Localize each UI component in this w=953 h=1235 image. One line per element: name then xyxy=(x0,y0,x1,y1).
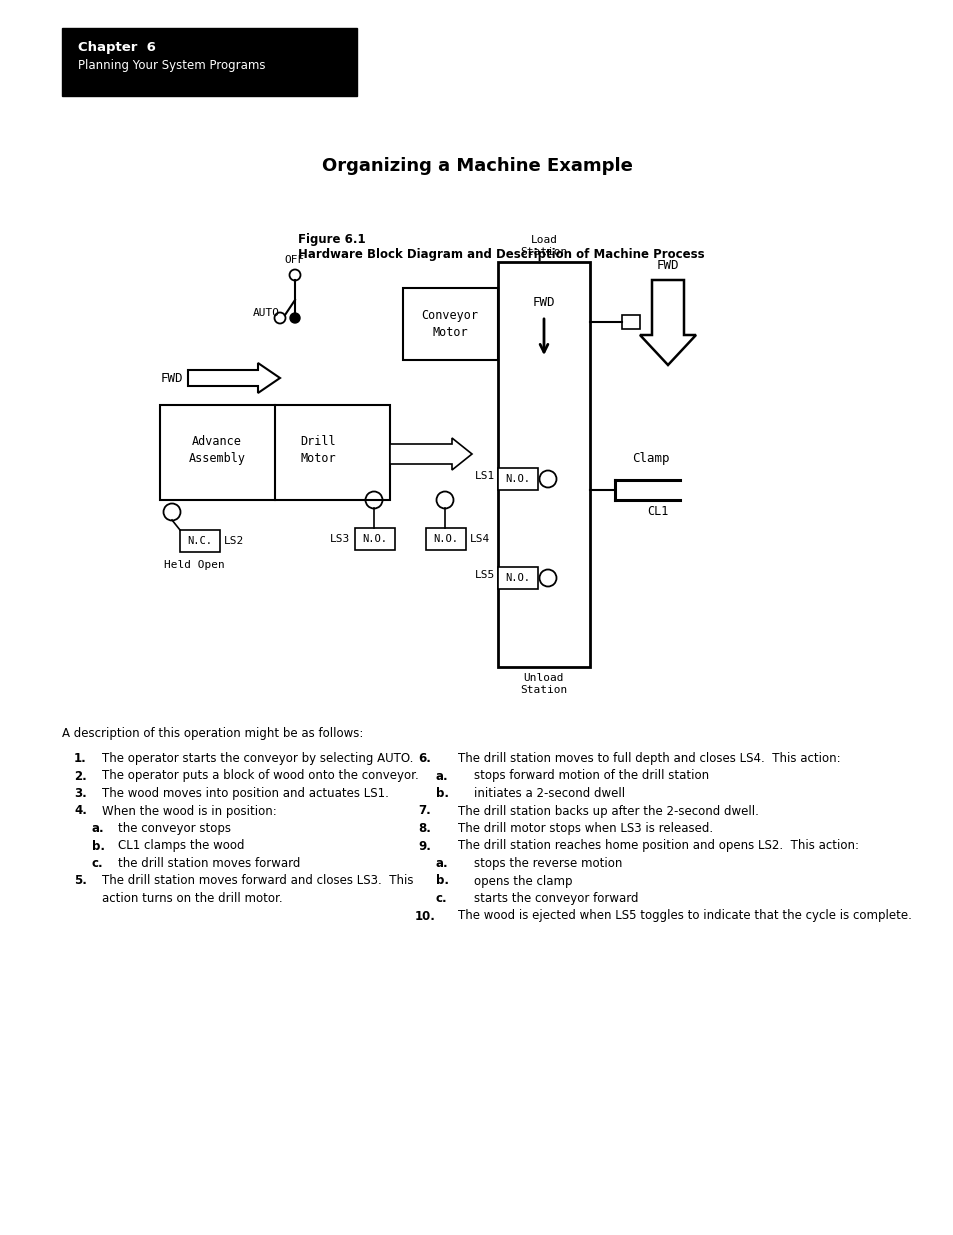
Text: Chapter  6: Chapter 6 xyxy=(78,41,155,54)
Text: N.O.: N.O. xyxy=(362,534,387,543)
Polygon shape xyxy=(188,363,280,393)
Bar xyxy=(355,529,395,550)
Text: OFF: OFF xyxy=(285,254,305,266)
Text: LS1: LS1 xyxy=(475,471,495,480)
Bar xyxy=(160,405,390,500)
Text: LS3: LS3 xyxy=(330,534,350,543)
Text: a.: a. xyxy=(91,823,105,835)
Text: The wood moves into position and actuates LS1.: The wood moves into position and actuate… xyxy=(102,787,389,800)
Text: The operator puts a block of wood onto the conveyor.: The operator puts a block of wood onto t… xyxy=(102,769,418,783)
Bar xyxy=(497,262,589,667)
Text: 10.: 10. xyxy=(415,909,436,923)
Text: Organizing a Machine Example: Organizing a Machine Example xyxy=(321,157,632,175)
Text: stops the reverse motion: stops the reverse motion xyxy=(474,857,621,869)
Text: N.O.: N.O. xyxy=(433,534,458,543)
Text: LS5: LS5 xyxy=(475,571,495,580)
Bar xyxy=(402,288,497,359)
Text: initiates a 2-second dwell: initiates a 2-second dwell xyxy=(474,787,624,800)
Text: Hardware Block Diagram and Description of Machine Process: Hardware Block Diagram and Description o… xyxy=(297,248,704,261)
Text: Load
Station: Load Station xyxy=(519,235,567,257)
Text: The wood is ejected when LS5 toggles to indicate that the cycle is complete.: The wood is ejected when LS5 toggles to … xyxy=(457,909,911,923)
Text: the drill station moves forward: the drill station moves forward xyxy=(118,857,300,869)
Text: Held Open: Held Open xyxy=(164,559,224,571)
Bar xyxy=(180,530,220,552)
Text: c.: c. xyxy=(436,892,447,905)
Text: 9.: 9. xyxy=(417,840,431,852)
Text: N.O.: N.O. xyxy=(505,573,530,583)
Text: b.: b. xyxy=(91,840,105,852)
Text: Figure 6.1: Figure 6.1 xyxy=(297,233,365,246)
Text: 7.: 7. xyxy=(417,804,431,818)
Text: The drill station backs up after the 2-second dwell.: The drill station backs up after the 2-s… xyxy=(457,804,758,818)
Bar xyxy=(497,468,537,490)
Bar xyxy=(62,28,356,96)
Polygon shape xyxy=(390,438,472,471)
Text: LS2: LS2 xyxy=(224,536,244,546)
Text: The drill station reaches home position and opens LS2.  This action:: The drill station reaches home position … xyxy=(457,840,858,852)
Text: The drill motor stops when LS3 is released.: The drill motor stops when LS3 is releas… xyxy=(457,823,713,835)
Text: CL1 clamps the wood: CL1 clamps the wood xyxy=(118,840,244,852)
Bar xyxy=(426,529,465,550)
Text: the conveyor stops: the conveyor stops xyxy=(118,823,231,835)
Text: 3.: 3. xyxy=(74,787,87,800)
Text: 2.: 2. xyxy=(74,769,87,783)
Text: opens the clamp: opens the clamp xyxy=(474,874,572,888)
Text: FWD: FWD xyxy=(160,372,183,384)
Text: a.: a. xyxy=(436,857,448,869)
Text: Planning Your System Programs: Planning Your System Programs xyxy=(78,59,265,72)
Text: starts the conveyor forward: starts the conveyor forward xyxy=(474,892,638,905)
Text: b.: b. xyxy=(436,787,449,800)
Text: When the wood is in position:: When the wood is in position: xyxy=(102,804,276,818)
Text: 6.: 6. xyxy=(417,752,431,764)
Text: 1.: 1. xyxy=(74,752,87,764)
Text: N.O.: N.O. xyxy=(505,474,530,484)
Text: Unload
Station: Unload Station xyxy=(519,673,567,695)
Bar xyxy=(497,567,537,589)
Text: Drill
Motor: Drill Motor xyxy=(300,435,335,466)
Text: a.: a. xyxy=(436,769,448,783)
Text: c.: c. xyxy=(91,857,104,869)
Text: AUTO: AUTO xyxy=(253,308,280,317)
Text: A description of this operation might be as follows:: A description of this operation might be… xyxy=(62,727,363,740)
Text: Clamp: Clamp xyxy=(631,452,669,466)
Text: action turns on the drill motor.: action turns on the drill motor. xyxy=(102,892,282,905)
Text: FWD: FWD xyxy=(532,295,555,309)
Text: 5.: 5. xyxy=(74,874,87,888)
Text: 4.: 4. xyxy=(74,804,87,818)
Text: 8.: 8. xyxy=(417,823,431,835)
Text: Advance
Assembly: Advance Assembly xyxy=(189,435,245,466)
Text: The drill station moves to full depth and closes LS4.  This action:: The drill station moves to full depth an… xyxy=(457,752,840,764)
Text: LS4: LS4 xyxy=(470,534,490,543)
Text: The drill station moves forward and closes LS3.  This: The drill station moves forward and clos… xyxy=(102,874,413,888)
Text: b.: b. xyxy=(436,874,449,888)
Bar xyxy=(621,315,639,329)
Text: N.C.: N.C. xyxy=(188,536,213,546)
Text: The operator starts the conveyor by selecting AUTO.: The operator starts the conveyor by sele… xyxy=(102,752,413,764)
Text: stops forward motion of the drill station: stops forward motion of the drill statio… xyxy=(474,769,708,783)
Polygon shape xyxy=(639,280,696,366)
Circle shape xyxy=(290,312,299,324)
Text: FWD: FWD xyxy=(656,259,679,272)
Text: Conveyor
Motor: Conveyor Motor xyxy=(421,309,478,338)
Text: CL1: CL1 xyxy=(646,505,668,517)
